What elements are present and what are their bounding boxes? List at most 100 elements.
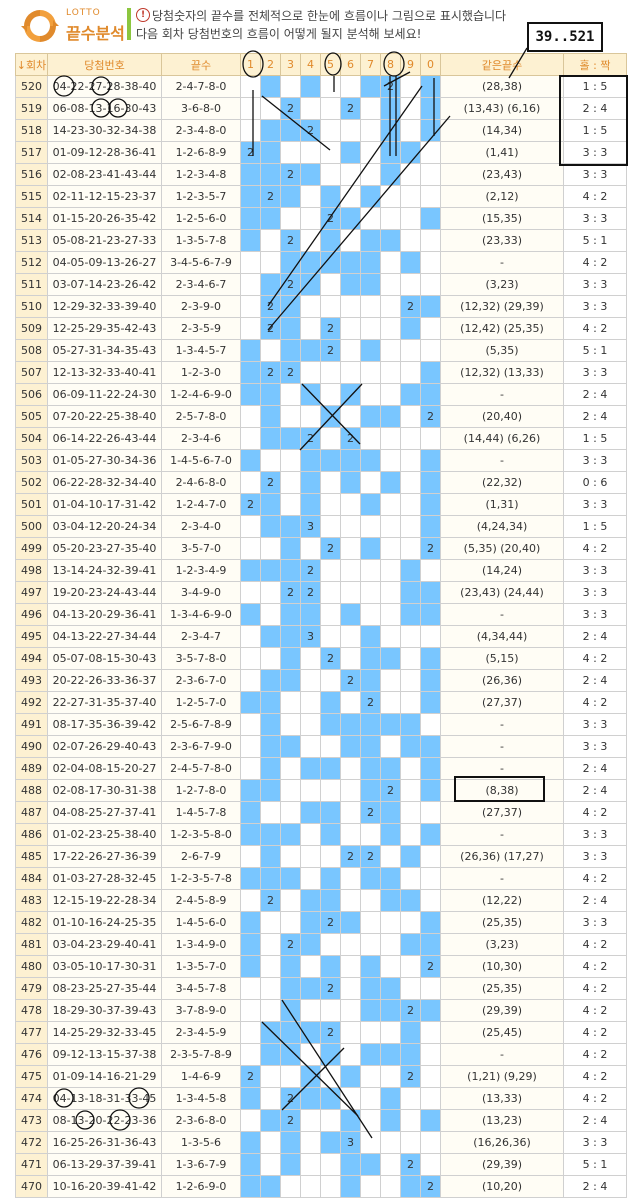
digit-2-cell: [260, 515, 281, 538]
digit-7-cell: [360, 757, 381, 780]
digit-6-cell: 2: [340, 97, 361, 120]
odd-even-ratio-cell: 3 : 3: [563, 1131, 627, 1154]
digit-0-cell: [420, 119, 441, 142]
digit-1-cell: [240, 537, 261, 560]
digit-1-cell: [240, 1021, 261, 1044]
digit-8-cell: [380, 207, 401, 230]
winning-numbers-cell: 02-07-26-29-40-43: [47, 735, 162, 758]
same-digit-cell: (14,44) (6,26): [440, 427, 564, 450]
same-digit-cell: (1,31): [440, 493, 564, 516]
digit-6-cell: [340, 119, 361, 142]
digit-5-cell: 2: [320, 1021, 341, 1044]
same-digit-cell: (13,43) (6,16): [440, 97, 564, 120]
digit-6-cell: [340, 1043, 361, 1066]
digit-0-cell: [420, 691, 441, 714]
column-header-digit-7: 7: [360, 53, 381, 76]
draw-number-cell: 518: [15, 119, 48, 142]
same-digit-cell: (13,23): [440, 1109, 564, 1132]
table-row: 477 14-25-29-32-33-45 2-3-4-5-9 2 (25,45) 4 :…: [15, 1021, 627, 1044]
odd-even-ratio-cell: 2 : 4: [563, 1109, 627, 1132]
digit-9-cell: [400, 977, 421, 1000]
digit-1-cell: [240, 691, 261, 714]
digit-1-cell: [240, 581, 261, 604]
digit-5-cell: [320, 669, 341, 692]
digit-7-cell: [360, 405, 381, 428]
winning-numbers-cell: 04-13-22-27-34-44: [47, 625, 162, 648]
digit-0-cell: [420, 163, 441, 186]
digit-3-cell: [280, 999, 301, 1022]
digit-8-cell: [380, 1065, 401, 1088]
last-digits-cell: 3-5-7-8-0: [161, 647, 241, 670]
digit-6-cell: [340, 1153, 361, 1176]
digit-9-cell: [400, 493, 421, 516]
table-row: 472 16-25-26-31-36-43 1-3-5-6 3 (16,26,36) 3 …: [15, 1131, 627, 1154]
page-header: LOTTO 끝수분석 ! 당첨숫자의 끝수를 전체적으로 한눈에 흐름이나 그림…: [0, 0, 640, 50]
digit-6-cell: [340, 911, 361, 934]
table-row: 516 02-08-23-41-43-44 1-2-3-4-8 2 (23,43) 3 :…: [15, 163, 627, 186]
digit-8-cell: [380, 163, 401, 186]
digit-3-cell: [280, 757, 301, 780]
digit-5-cell: [320, 119, 341, 142]
digit-4-cell: [300, 603, 321, 626]
winning-numbers-cell: 04-22-27-28-38-40: [47, 75, 162, 98]
last-digits-cell: 3-7-8-9-0: [161, 999, 241, 1022]
digit-6-cell: [340, 75, 361, 98]
digit-6-cell: [340, 449, 361, 472]
digit-8-cell: [380, 845, 401, 868]
digit-3-cell: 2: [280, 163, 301, 186]
column-header-draw[interactable]: ↓회차: [15, 53, 48, 76]
digit-4-cell: [300, 383, 321, 406]
table-row: 470 10-16-20-39-41-42 1-2-6-9-0 2 (10,20) 2 :…: [15, 1175, 627, 1198]
digit-7-cell: [360, 1065, 381, 1088]
odd-even-ratio-cell: 2 : 4: [563, 1175, 627, 1198]
winning-numbers-cell: 01-03-27-28-32-45: [47, 867, 162, 890]
winning-numbers-cell: 03-07-14-23-26-42: [47, 273, 162, 296]
digit-5-cell: [320, 1043, 341, 1066]
digit-0-cell: [420, 845, 441, 868]
last-digits-cell: 3-4-9-0: [161, 581, 241, 604]
digit-1-cell: [240, 823, 261, 846]
same-digit-cell: -: [440, 1043, 564, 1066]
digit-8-cell: [380, 1043, 401, 1066]
same-digit-cell: (20,40): [440, 405, 564, 428]
draw-number-cell: 507: [15, 361, 48, 384]
last-digits-cell: 1-2-3-4-8: [161, 163, 241, 186]
digit-6-cell: [340, 933, 361, 956]
digit-5-cell: 2: [320, 977, 341, 1000]
same-digit-cell: (10,30): [440, 955, 564, 978]
table-row: 499 05-20-23-27-35-40 3-5-7-0 2 2 (5,35) (20,…: [15, 537, 627, 560]
odd-even-ratio-cell: 4 : 2: [563, 1065, 627, 1088]
digit-7-cell: [360, 207, 381, 230]
digit-0-cell: [420, 471, 441, 494]
digit-8-cell: [380, 361, 401, 384]
digit-8-cell: [380, 735, 401, 758]
odd-even-ratio-cell: 4 : 2: [563, 1021, 627, 1044]
digit-7-cell: [360, 1131, 381, 1154]
digit-9-cell: [400, 867, 421, 890]
column-header-digit-5: 5: [320, 53, 341, 76]
digit-4-cell: [300, 471, 321, 494]
winning-numbers-cell: 03-05-10-17-30-31: [47, 955, 162, 978]
digit-4-cell: [300, 1175, 321, 1198]
draw-number-cell: 480: [15, 955, 48, 978]
digit-3-cell: [280, 669, 301, 692]
digit-8-cell: [380, 251, 401, 274]
same-digit-cell: (26,36): [440, 669, 564, 692]
digit-3-cell: [280, 405, 301, 428]
column-header-digit-1: 1: [240, 53, 261, 76]
digit-8-cell: [380, 955, 401, 978]
draw-number-cell: 491: [15, 713, 48, 736]
winning-numbers-cell: 12-25-29-35-42-43: [47, 317, 162, 340]
column-header-digit-3: 3: [280, 53, 301, 76]
table-row: 478 18-29-30-37-39-43 3-7-8-9-0 2 (29,39) 4 :…: [15, 999, 627, 1022]
digit-9-cell: [400, 559, 421, 582]
digit-4-cell: [300, 141, 321, 164]
digit-8-cell: [380, 669, 401, 692]
digit-1-cell: [240, 339, 261, 362]
table-row: 476 09-12-13-15-37-38 2-3-5-7-8-9 -4 : 2: [15, 1043, 627, 1066]
digit-4-cell: [300, 889, 321, 912]
digit-7-cell: [360, 559, 381, 582]
odd-even-ratio-cell: 3 : 3: [563, 581, 627, 604]
digit-2-cell: [260, 801, 281, 824]
digit-7-cell: [360, 977, 381, 1000]
